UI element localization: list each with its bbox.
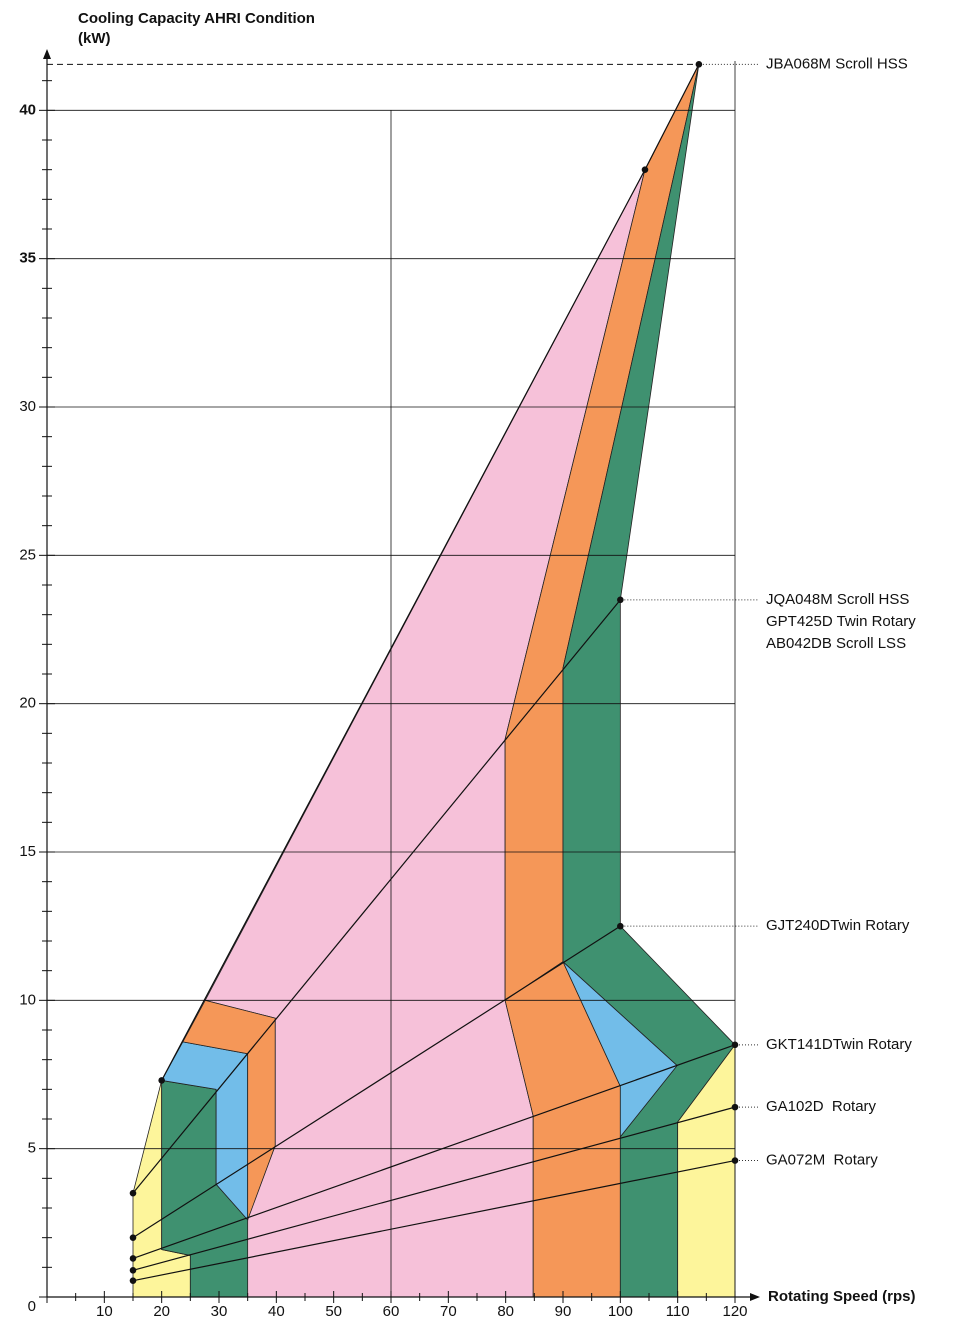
y-axis-arrow (43, 49, 51, 59)
x-tick-label: 120 (722, 1303, 747, 1317)
series-line (132, 1044, 736, 1259)
point (129, 1277, 137, 1284)
x-axis-label: Rotating Speed (rps) (768, 1288, 916, 1305)
y-tick-label: 40 (19, 101, 36, 118)
y-tick-label: 15 (19, 843, 36, 860)
y-tick-label: 25 (19, 546, 36, 563)
x-axis-arrow (750, 1293, 760, 1301)
y-tick-label: 20 (19, 695, 36, 712)
series-label: GJT240DTwin Rotary (766, 917, 910, 934)
x-tick-label: 40 (268, 1303, 285, 1317)
point (129, 1255, 137, 1262)
x-tick-label: 60 (383, 1303, 400, 1317)
chart-title-unit: (kW) (78, 30, 111, 47)
series-label: GKT141DTwin Rotary (766, 1036, 912, 1053)
point (617, 596, 624, 604)
point (158, 1077, 165, 1084)
point (129, 1189, 137, 1197)
y-tick-label: 0 (28, 1298, 36, 1315)
y-tick-label: 10 (19, 991, 36, 1008)
point (617, 922, 624, 930)
region (562, 961, 678, 1138)
y-tick-label: 5 (28, 1140, 36, 1157)
point (695, 61, 703, 68)
y-tick-label: 30 (19, 398, 36, 415)
series-line (132, 1159, 736, 1282)
x-tick-label: 80 (497, 1303, 514, 1317)
point (129, 1234, 137, 1241)
series-label: AB042DB Scroll LSS (766, 635, 906, 652)
x-tick-label: 30 (211, 1303, 228, 1317)
series-label: JBA068M Scroll HSS (766, 55, 908, 72)
series-line (132, 1106, 736, 1271)
x-tick-label: 100 (608, 1303, 633, 1317)
x-tick-label: 10 (96, 1303, 113, 1317)
x-tick-label: 50 (325, 1303, 342, 1317)
point (731, 1041, 739, 1049)
chart-title: Cooling Capacity AHRI Condition (78, 10, 315, 27)
series-line (132, 925, 621, 1239)
series-label: GA102D Rotary (766, 1098, 877, 1115)
x-tick-label: 70 (440, 1303, 457, 1317)
x-tick-label: 110 (666, 1303, 690, 1317)
series-label: GPT425D Twin Rotary (766, 613, 916, 630)
point (641, 166, 649, 173)
x-tick-label: 90 (555, 1303, 572, 1317)
x-tick-label: 20 (153, 1303, 170, 1317)
y-tick-label: 35 (19, 250, 36, 267)
point (731, 1103, 739, 1111)
series-label: GA072M Rotary (766, 1152, 878, 1169)
point (129, 1267, 137, 1274)
series-label: JQA048M Scroll HSS (766, 591, 909, 608)
series-line (132, 599, 621, 1194)
point (731, 1157, 739, 1164)
